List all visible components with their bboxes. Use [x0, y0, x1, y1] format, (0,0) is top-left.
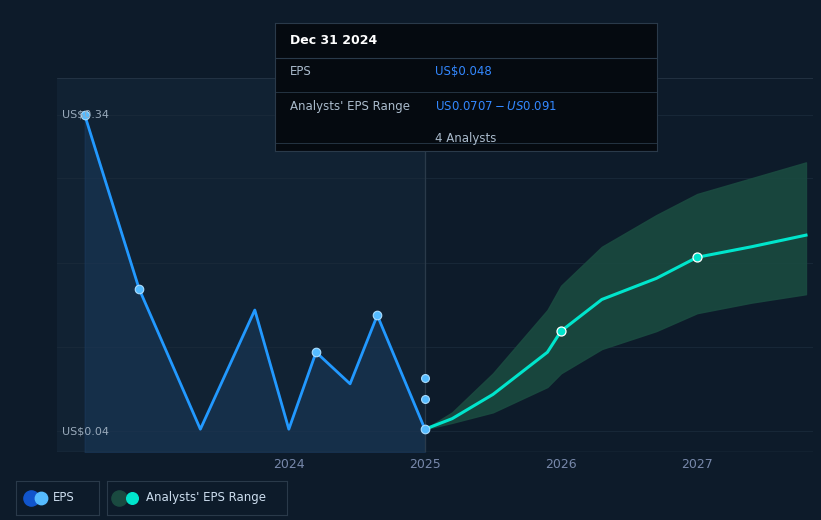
Point [34, 494, 48, 502]
Point [126, 494, 139, 502]
Point [112, 494, 126, 502]
Point [310, 348, 323, 356]
Text: US$0.34: US$0.34 [62, 110, 108, 120]
Text: EPS: EPS [291, 66, 312, 79]
Point [419, 395, 432, 403]
Text: Analysts Forecasts: Analysts Forecasts [430, 83, 534, 93]
Text: Analysts' EPS Range: Analysts' EPS Range [291, 100, 410, 113]
Point [419, 425, 432, 433]
Point [78, 111, 91, 119]
Text: US$0.048: US$0.048 [435, 66, 492, 79]
Point [132, 285, 145, 293]
Point [25, 494, 38, 502]
Point [554, 327, 567, 335]
Text: Dec 31 2024: Dec 31 2024 [291, 34, 378, 47]
Point [371, 311, 384, 319]
Text: Actual: Actual [384, 83, 420, 93]
Text: 4 Analysts: 4 Analysts [435, 132, 497, 145]
Text: US$0.04: US$0.04 [62, 426, 108, 436]
Bar [57, 78, 425, 452]
Point [419, 373, 432, 382]
Text: EPS: EPS [53, 491, 75, 504]
Point [690, 253, 704, 262]
Text: Analysts' EPS Range: Analysts' EPS Range [146, 491, 267, 504]
Text: US$0.0707 - US$0.091: US$0.0707 - US$0.091 [435, 100, 557, 113]
